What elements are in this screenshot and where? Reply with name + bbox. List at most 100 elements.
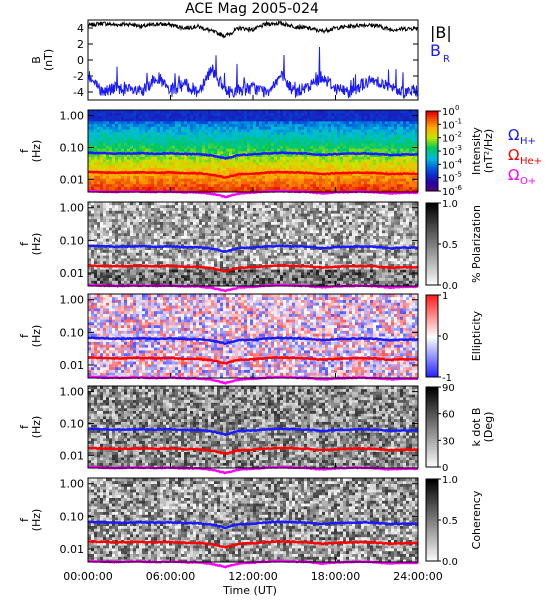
heatmap-cell [388,148,392,152]
heatmap-cell [127,241,131,245]
heatmap-cell [394,110,398,114]
heatmap-cell [94,218,98,222]
heatmap-cell [163,159,167,163]
heatmap-cell [283,131,287,135]
heatmap-cell [343,126,347,130]
heatmap-cell [142,181,146,185]
heatmap-cell [100,258,104,262]
heatmap-cell [103,258,107,262]
heatmap-cell [154,131,158,135]
heatmap-cell [124,142,128,146]
heatmap-cell [112,183,116,187]
heatmap-cell [370,170,374,174]
heatmap-cell [397,115,401,119]
heatmap-cell [211,123,215,127]
heatmap-cell [244,269,248,273]
heatmap-cell [151,137,155,141]
heatmap-cell [322,131,326,135]
heatmap-cell [334,131,338,135]
heatmap-cell [124,134,128,138]
heatmap-cell [340,175,344,179]
heatmap-cell [412,126,416,130]
heatmap-cell [208,118,212,122]
heatmap-cell [142,175,146,179]
heatmap-cell [208,272,212,276]
heatmap-cell [250,164,254,168]
heatmap-cell [130,269,134,273]
heatmap-cell [391,112,395,116]
heatmap-cell [334,145,338,149]
heatmap-cell [304,142,308,146]
heatmap-cell [316,145,320,149]
heatmap-cell [154,227,158,231]
heatmap-cell [130,137,134,141]
heatmap-cell [298,142,302,146]
heatmap-cell [199,244,203,248]
heatmap-cell [208,129,212,133]
heatmap-cell [328,175,332,179]
heatmap-cell [211,170,215,174]
heatmap-cell [133,140,137,144]
heatmap-cell [400,186,404,190]
heatmap-cell [250,134,254,138]
heatmap-cell [133,175,137,179]
heatmap-cell [370,159,374,163]
heatmap-cell [322,120,326,125]
heatmap-cell [226,274,230,278]
heatmap-cell [124,213,128,217]
heatmap-cell [406,134,410,138]
heatmap-cell [175,142,179,146]
heatmap-cell [352,167,356,171]
heatmap-cell [217,183,221,187]
heatmap-cell [130,272,134,276]
heatmap-cell [115,183,119,187]
heatmap-cell [169,167,173,171]
heatmap-cell [139,134,143,138]
heatmap-cell [160,186,164,190]
heatmap-cell [184,269,188,273]
heatmap-cell [112,159,116,163]
heatmap-cell [208,232,212,236]
heatmap-cell [241,207,245,211]
colorbar-step [426,123,438,126]
heatmap-cell [94,241,98,245]
heatmap-cell [163,249,167,253]
heatmap-cell [145,249,149,253]
heatmap-cell [256,151,260,155]
heatmap-cell [115,115,119,119]
heatmap-cell [163,232,167,236]
heatmap-cell [94,126,98,130]
heatmap-cell [250,167,254,171]
heatmap-cell [214,120,218,125]
heatmap-cell [157,129,161,133]
heatmap-cell [304,123,308,127]
heatmap-cell [151,123,155,127]
heatmap-cell [220,272,224,276]
heatmap-cell [241,175,245,179]
heatmap-cell [316,161,320,166]
heatmap-cell [190,161,194,166]
heatmap-cell [334,126,338,130]
colorbar-step [426,155,438,158]
heatmap-cell [127,118,131,122]
heatmap-cell [97,269,101,273]
heatmap-cell [226,151,230,155]
heatmap-cell [94,112,98,116]
heatmap-cell [379,151,383,155]
heatmap-cell [103,204,107,208]
heatmap-cell [280,118,284,122]
heatmap-cell [97,161,101,166]
heatmap-cell [97,210,101,214]
heatmap-cell [358,159,362,163]
heatmap-cell [160,167,164,171]
heatmap-cell [385,170,389,174]
heatmap-cell [169,252,173,256]
heatmap-cell [241,164,245,168]
heatmap-cell [250,156,254,160]
heatmap-cell [148,156,152,160]
heatmap-cell [127,140,131,144]
colorbar-tick-exp: -6 [455,184,463,192]
heatmap-cell [178,216,182,220]
heatmap-cell [394,186,398,190]
heatmap-cell [331,189,335,193]
